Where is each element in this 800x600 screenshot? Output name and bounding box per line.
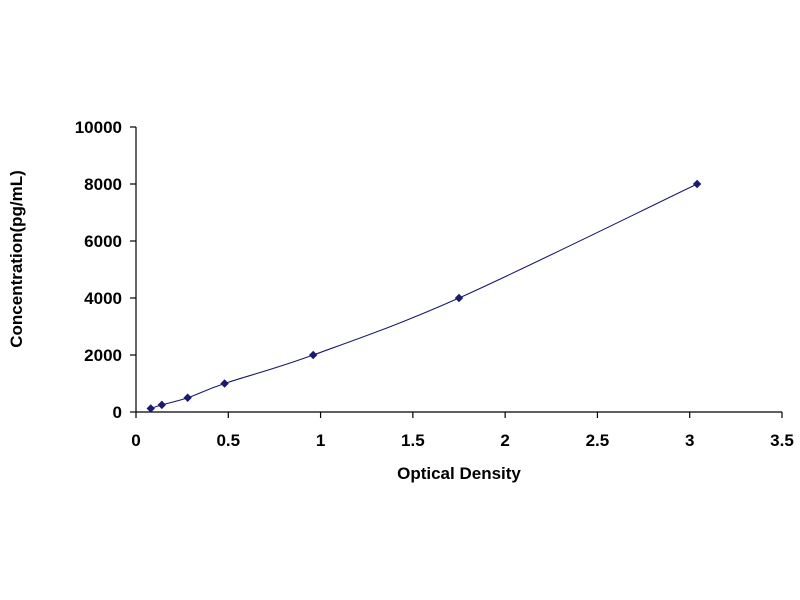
- y-tick-label: 10000: [75, 118, 122, 137]
- y-tick-label: 6000: [84, 232, 122, 251]
- y-axis-ticks: 0 2000 4000 6000 8000 10000: [75, 118, 136, 422]
- series-layer: [146, 179, 702, 413]
- x-tick-label: 3: [685, 431, 694, 450]
- x-tick-label: 0: [131, 431, 140, 450]
- x-tick-label: 2.5: [586, 431, 610, 450]
- fit-curve-line: [150, 183, 698, 409]
- y-tick-label: 4000: [84, 289, 122, 308]
- x-tick-label: 2: [500, 431, 509, 450]
- x-tick-label: 1.5: [401, 431, 425, 450]
- y-axis-title: Concentration(pg/mL): [7, 170, 26, 348]
- x-tick-label: 1: [316, 431, 325, 450]
- axes: 0 2000 4000 6000 8000 10000 0 0.5 1 1.5 2 2.5 3 3.5: [75, 118, 794, 450]
- y-tick-label: 8000: [84, 175, 122, 194]
- data-point-diamond: [220, 379, 229, 388]
- x-axis-ticks: 0 0.5 1 1.5 2 2.5 3 3.5: [131, 412, 794, 450]
- data-point-diamond: [454, 293, 464, 303]
- data-point-diamond: [146, 404, 155, 413]
- data-point-diamond: [308, 350, 318, 360]
- x-tick-label: 3.5: [770, 431, 794, 450]
- data-point-diamond: [692, 179, 702, 189]
- data-point-diamond: [157, 400, 167, 410]
- x-tick-label: 0.5: [216, 431, 240, 450]
- x-axis-title: Optical Density: [397, 464, 521, 483]
- y-tick-label: 2000: [84, 346, 122, 365]
- y-tick-label: 0: [113, 403, 122, 422]
- data-point-diamond: [183, 393, 192, 402]
